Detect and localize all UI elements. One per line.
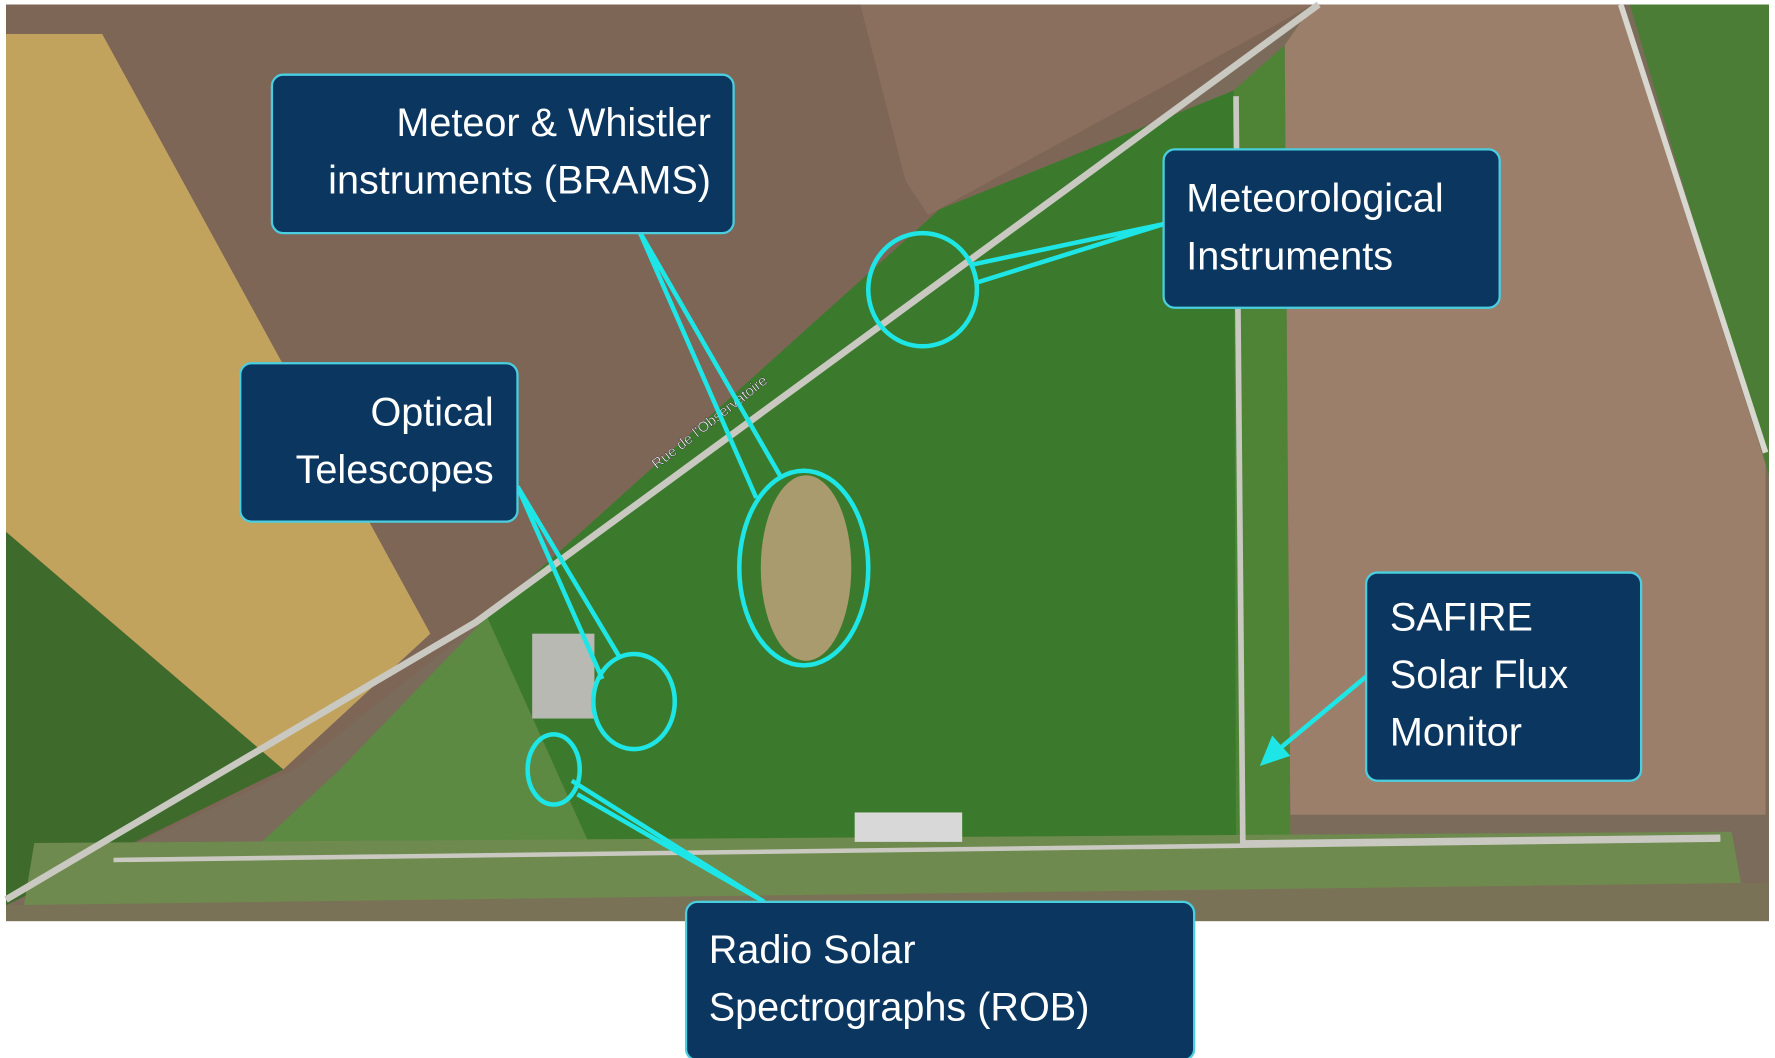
arrow-head bbox=[1259, 735, 1291, 767]
highlight bbox=[525, 732, 582, 807]
highlight bbox=[591, 651, 678, 752]
label-text: Solar Flux bbox=[1390, 653, 1568, 697]
highlight bbox=[737, 468, 871, 668]
label-text: Optical bbox=[370, 390, 493, 434]
labels: Meteor & Whistler instruments (BRAMS) Mete… bbox=[239, 73, 1643, 1058]
label-text: Radio Solar bbox=[709, 928, 916, 972]
label-text: instruments (BRAMS) bbox=[328, 158, 711, 202]
highlight bbox=[866, 230, 980, 349]
label-box bbox=[684, 900, 1196, 1058]
label-text: Telescopes bbox=[296, 448, 494, 492]
label-text: Meteor & Whistler bbox=[396, 101, 711, 145]
label-box bbox=[239, 362, 519, 523]
label-box bbox=[270, 73, 735, 235]
label-text: Spectrographs (ROB) bbox=[709, 986, 1090, 1030]
arrow bbox=[1277, 674, 1368, 751]
label-box bbox=[1162, 148, 1501, 309]
label-text: Instruments bbox=[1186, 234, 1393, 278]
label-box bbox=[1365, 571, 1643, 782]
label-text: Meteorological bbox=[1186, 177, 1444, 221]
label-text: Monitor bbox=[1390, 711, 1522, 755]
label-text: SAFIRE bbox=[1390, 595, 1533, 639]
